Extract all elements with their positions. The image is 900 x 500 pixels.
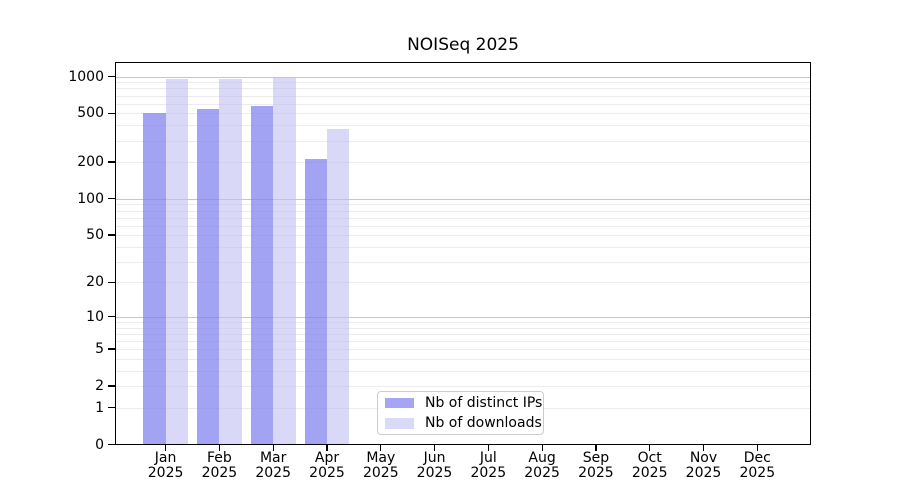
x-tick-sep <box>595 444 597 451</box>
y-tick-1 <box>107 406 115 409</box>
x-tick-jan <box>164 444 167 451</box>
y-tick-10 <box>107 316 115 318</box>
minor-gridline-6 <box>115 340 811 342</box>
x-tick-label-nov: Nov 2025 <box>685 450 722 481</box>
minor-gridline-40 <box>115 246 811 248</box>
legend-label-distinct-ips: Nb of distinct IPs <box>425 394 543 411</box>
minor-gridline-600 <box>115 103 811 105</box>
bar-distinct-ips-apr <box>304 159 327 445</box>
legend-label-downloads: Nb of downloads <box>425 415 542 432</box>
x-tick-nov <box>702 444 705 451</box>
minor-gridline-5 <box>115 349 811 351</box>
minor-gridline-700 <box>115 95 811 97</box>
major-gridline-10 <box>115 316 811 318</box>
x-tick-label-jul: Jul 2025 <box>470 450 507 481</box>
legend: Nb of distinct IPs Nb of downloads <box>377 391 544 435</box>
y-tick-1000 <box>107 75 115 78</box>
y-tick-label-1: 1 <box>95 399 104 416</box>
x-tick-aug <box>541 444 543 451</box>
x-tick-may <box>380 444 382 451</box>
y-tick-label-1000: 1000 <box>68 68 104 85</box>
y-tick-label-500: 500 <box>77 105 104 122</box>
legend-row: Nb of downloads <box>378 415 543 433</box>
y-tick-label-100: 100 <box>77 190 104 207</box>
x-tick-label-oct: Oct 2025 <box>631 450 668 481</box>
minor-gridline-30 <box>115 261 811 263</box>
minor-gridline-50 <box>115 235 811 237</box>
minor-gridline-2 <box>115 386 811 387</box>
bar-downloads-mar <box>273 77 296 445</box>
x-tick-jun <box>433 444 436 451</box>
y-tick-20 <box>107 281 115 283</box>
minor-gridline-500 <box>115 113 811 115</box>
x-tick-mar <box>272 444 274 451</box>
bar-distinct-ips-jan <box>143 113 166 445</box>
minor-gridline-70 <box>115 217 811 219</box>
plot-area <box>115 61 811 445</box>
minor-gridline-800 <box>115 88 811 90</box>
minor-gridline-90 <box>115 204 811 206</box>
x-tick-label-sep: Sep 2025 <box>578 450 614 481</box>
x-tick-apr <box>326 444 328 451</box>
legend-swatch-distinct-ips <box>385 397 414 408</box>
major-gridline-100 <box>115 198 811 200</box>
minor-gridline-400 <box>115 125 811 127</box>
y-tick-label-10: 10 <box>86 308 104 325</box>
x-tick-label-jun: Jun 2025 <box>416 450 453 481</box>
bar-distinct-ips-mar <box>250 105 274 445</box>
y-tick-0 <box>107 443 115 446</box>
y-tick-100 <box>107 198 115 200</box>
y-tick-500 <box>107 112 115 115</box>
y-tick-50 <box>107 234 115 236</box>
y-tick-label-50: 50 <box>86 227 104 244</box>
bar-downloads-feb <box>219 79 242 445</box>
minor-gridline-4 <box>115 358 811 360</box>
legend-row: Nb of distinct IPs <box>378 394 543 412</box>
y-tick-label-20: 20 <box>86 274 104 291</box>
major-gridline-1000 <box>115 76 811 78</box>
minor-gridline-300 <box>115 140 811 142</box>
minor-gridline-60 <box>115 225 811 227</box>
x-tick-label-jan: Jan 2025 <box>147 450 184 481</box>
minor-gridline-8 <box>115 327 811 329</box>
minor-gridline-900 <box>115 82 811 84</box>
x-tick-jul <box>487 444 489 451</box>
minor-gridline-7 <box>115 333 811 335</box>
minor-gridline-3 <box>115 370 811 372</box>
minor-gridline-200 <box>115 162 811 164</box>
minor-gridline-9 <box>115 321 811 323</box>
legend-swatch-downloads <box>385 418 414 429</box>
bar-distinct-ips-feb <box>197 109 220 445</box>
y-tick-label-0: 0 <box>95 436 104 453</box>
x-tick-label-apr: Apr 2025 <box>309 450 345 481</box>
y-tick-label-200: 200 <box>77 154 104 171</box>
minor-gridline-20 <box>115 282 811 284</box>
bar-downloads-jan <box>165 79 188 445</box>
x-tick-feb <box>218 444 220 451</box>
y-tick-200 <box>107 161 115 163</box>
x-tick-label-feb: Feb 2025 <box>201 450 238 481</box>
x-tick-oct <box>649 444 651 451</box>
x-tick-label-dec: Dec 2025 <box>739 450 776 481</box>
minor-gridline-80 <box>115 210 811 212</box>
bar-downloads-apr <box>327 129 350 445</box>
x-tick-label-may: May 2025 <box>362 450 399 481</box>
x-tick-label-aug: Aug 2025 <box>524 450 560 481</box>
y-tick-label-5: 5 <box>95 341 104 358</box>
x-tick-label-mar: Mar 2025 <box>255 450 291 481</box>
x-tick-dec <box>756 444 758 451</box>
chart-title: NOISeq 2025 <box>407 35 519 55</box>
y-tick-5 <box>107 348 115 350</box>
y-tick-label-2: 2 <box>95 378 104 394</box>
y-tick-2 <box>107 385 115 387</box>
